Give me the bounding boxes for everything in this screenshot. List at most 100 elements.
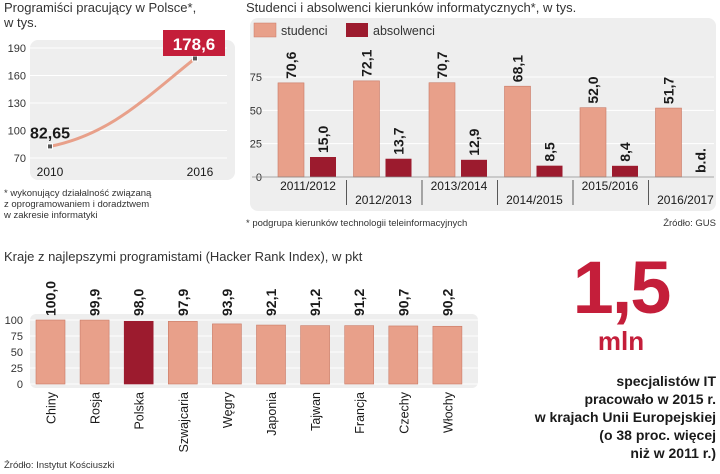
bar-label-absolwenci: 15,0 xyxy=(315,126,331,153)
panel1-series-line xyxy=(49,57,196,148)
panel3-y-tick: 100 xyxy=(5,315,23,327)
panel3-x-tick: Francja xyxy=(353,392,367,434)
bar-country xyxy=(168,321,198,385)
panel1-x-tick: 2010 xyxy=(37,165,64,179)
panel3-title: Kraje z najlepszymi programistami (Hacke… xyxy=(4,249,363,264)
panel3-x-tick: Czechy xyxy=(397,391,411,433)
panel2-x-tick: 2013/2014 xyxy=(431,179,488,193)
highlight-line: pracowało w 2015 r. xyxy=(584,391,716,407)
bar-country xyxy=(256,324,286,385)
panel1-y-tick: 70 xyxy=(14,153,26,165)
panel3-x-tick: Polska xyxy=(133,392,147,430)
bar-label-studenci: 52,0 xyxy=(585,76,601,103)
panel1-x-tick: 2016 xyxy=(187,165,214,179)
bar-studenci xyxy=(353,80,380,178)
legend-swatch-absolwenci xyxy=(346,23,368,37)
bar-country xyxy=(432,325,463,385)
panel2-y-tick: 0 xyxy=(256,172,262,184)
panel2-source: Źródło: GUS xyxy=(663,218,716,229)
highlight-unit: mln xyxy=(597,326,645,356)
panel3-y-tick: 0 xyxy=(17,379,23,391)
highlight-line: w krajach Unii Europejskiej xyxy=(534,409,716,425)
panel1-title-line1: Programiści pracujący w Polsce*, xyxy=(4,0,197,15)
panel1-y-tick: 190 xyxy=(8,43,26,55)
panel1-y-tick: 100 xyxy=(8,126,26,138)
bar-label-country: 98,0 xyxy=(131,289,147,316)
bar-label-absolwenci: 8,5 xyxy=(542,142,558,162)
bar-label-studenci: 51,7 xyxy=(661,77,677,104)
panel1-highlight-box xyxy=(163,30,225,56)
bar-label-country: 92,1 xyxy=(263,289,279,316)
bar-label-country: 99,9 xyxy=(87,289,103,316)
legend-label: studenci xyxy=(281,24,328,38)
bar-label-absolwenci: b.d. xyxy=(693,148,709,173)
bar-studenci xyxy=(579,107,607,178)
panel3-x-tick: Rosja xyxy=(89,392,103,424)
panel2-y-tick: 75 xyxy=(250,72,262,84)
bar-country xyxy=(388,325,419,385)
bar-absolwenci xyxy=(310,157,336,177)
bar-country xyxy=(123,320,154,385)
panel2-x-tick: 2015/2016 xyxy=(582,179,639,193)
panel1-title: Programiści pracujący w Polsce*, w tys. xyxy=(4,0,196,30)
bar-country xyxy=(35,319,66,385)
panel2-x-tick: 2016/2017 xyxy=(657,193,714,207)
bar-label-absolwenci: 12,9 xyxy=(466,128,482,155)
panel1-point xyxy=(47,143,53,150)
bar-label-studenci: 68,1 xyxy=(510,55,526,82)
panel2-x-tick: 2014/2015 xyxy=(506,193,563,207)
panel2-y-tick: 25 xyxy=(250,139,262,151)
bar-absolwenci xyxy=(461,159,487,177)
panel3-x-tick: Tajwan xyxy=(309,392,323,431)
legend-swatch-studenci xyxy=(253,22,277,38)
bar-country xyxy=(79,319,110,385)
panel3-x-tick: Japonia xyxy=(265,392,279,436)
highlight-value: 1,5 xyxy=(572,246,672,329)
panel2-footnote: * podgrupa kierunków technologii teleinf… xyxy=(246,218,468,229)
bar-absolwenci xyxy=(612,165,638,177)
highlight-line: (o 38 proc. więcej xyxy=(599,427,716,443)
legend-label: absolwenci xyxy=(373,24,435,38)
bar-country xyxy=(212,323,242,385)
panel3-y-tick: 75 xyxy=(11,331,23,343)
bar-label-studenci: 70,6 xyxy=(283,51,299,78)
bar-country xyxy=(344,325,375,385)
panel3-x-tick: Węgry xyxy=(221,391,235,428)
highlight-description: specjalistów IT pracowało w 2015 r. w kr… xyxy=(488,372,716,462)
panel1-point xyxy=(192,55,198,62)
panel1-footnote: * wykonujący działalność związaną z opro… xyxy=(4,188,152,221)
highlight-line: specjalistów IT xyxy=(616,373,716,389)
panel3-x-tick: Włochy xyxy=(441,391,455,433)
panel3-x-tick: Chiny xyxy=(45,391,59,424)
bar-absolwenci xyxy=(536,165,563,177)
bar-studenci xyxy=(277,82,305,178)
panel1-data-label: 82,65 xyxy=(30,125,70,142)
panel2-x-tick: 2011/2012 xyxy=(280,179,336,193)
panel1-title-line2: w tys. xyxy=(4,15,38,30)
bar-label-country: 90,2 xyxy=(439,289,455,316)
highlight-line: niż w 2011 r.) xyxy=(630,445,716,461)
bar-studenci xyxy=(504,85,531,178)
bar-label-absolwenci: 13,7 xyxy=(391,127,407,154)
bar-label-country: 97,9 xyxy=(175,289,191,316)
panel3-y-tick: 25 xyxy=(11,363,23,375)
bar-studenci xyxy=(655,107,682,178)
panel2-y-tick: 50 xyxy=(250,105,262,117)
panel1-y-tick: 160 xyxy=(8,71,26,83)
bar-absolwenci xyxy=(385,158,412,177)
bar-label-country: 100,0 xyxy=(43,281,59,316)
panel1-data-label: 178,6 xyxy=(173,35,216,54)
panel3-x-tick: Szwajcaria xyxy=(177,392,191,452)
bar-label-country: 93,9 xyxy=(219,289,235,316)
bar-label-studenci: 70,7 xyxy=(434,51,450,78)
bar-label-country: 91,2 xyxy=(307,289,323,316)
panel3-y-tick: 50 xyxy=(11,347,23,359)
bar-country xyxy=(300,325,330,385)
panel1-y-tick: 130 xyxy=(8,98,26,110)
bar-studenci xyxy=(428,82,456,178)
panel2-title: Studenci i absolwenci kierunków informat… xyxy=(246,0,577,15)
panel2-x-tick: 2012/2013 xyxy=(355,193,412,207)
bar-label-absolwenci: 8,4 xyxy=(617,142,633,162)
bar-label-country: 90,7 xyxy=(395,289,411,316)
